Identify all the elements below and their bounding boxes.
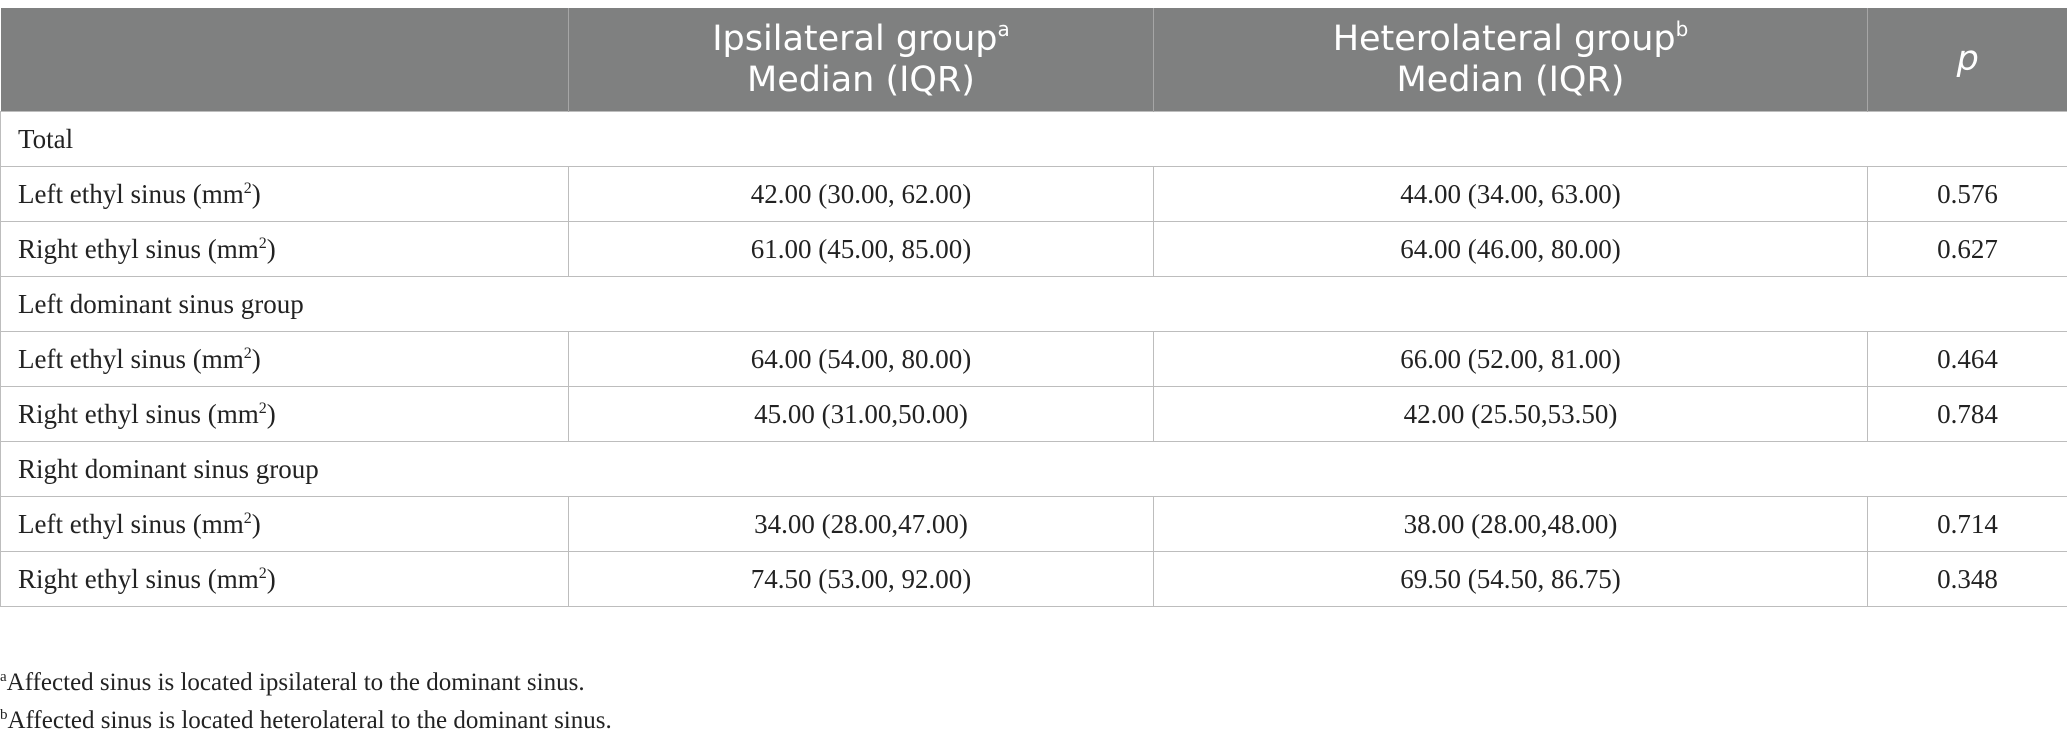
row-label-sup: 2 [243, 344, 252, 362]
heterolateral-value: 42.00 (25.50,53.50) [1153, 386, 1868, 442]
ipsilateral-value: 34.00 (28.00,47.00) [568, 496, 1154, 552]
footnote-b: bAffected sinus is located heterolateral… [0, 702, 612, 740]
p-value: 0.784 [1867, 386, 2067, 442]
row-label-end: ) [251, 508, 261, 539]
table-row: Left ethyl sinus (mm2) 34.00 (28.00,47.0… [0, 496, 2067, 552]
header-heterolateral-title: Heterolateral group [1332, 18, 1676, 59]
p-value: 0.714 [1867, 496, 2067, 552]
table-header-row: Ipsilateral groupa Median (IQR) Heterola… [0, 8, 2067, 112]
header-heterolateral: Heterolateral groupb Median (IQR) [1153, 8, 1868, 112]
table-row: Right ethyl sinus (mm2) 74.50 (53.00, 92… [0, 551, 2067, 607]
heterolateral-value: 38.00 (28.00,48.00) [1153, 496, 1868, 552]
row-label-text: Right ethyl sinus (mm [18, 398, 259, 429]
heterolateral-value: 66.00 (52.00, 81.00) [1153, 331, 1868, 387]
footnote-a: aAffected sinus is located ipsilateral t… [0, 664, 612, 702]
row-label-end: ) [266, 233, 276, 264]
results-table: Ipsilateral groupa Median (IQR) Heterola… [0, 8, 2067, 607]
table-row: Left ethyl sinus (mm2) 42.00 (30.00, 62.… [0, 166, 2067, 222]
row-label-sup: 2 [243, 179, 252, 197]
header-empty-cell [0, 8, 569, 112]
row-label-sup: 2 [243, 509, 252, 527]
table-row: Right ethyl sinus (mm2) 61.00 (45.00, 85… [0, 221, 2067, 277]
section-row-left-dominant: Left dominant sinus group [0, 276, 2067, 332]
row-label: Right ethyl sinus (mm2) [0, 551, 569, 607]
table-container: Ipsilateral groupa Median (IQR) Heterola… [0, 8, 2067, 607]
header-p-label: p [1956, 39, 1979, 79]
header-ipsilateral-sup: a [997, 16, 1010, 41]
heterolateral-value: 69.50 (54.50, 86.75) [1153, 551, 1868, 607]
ipsilateral-value: 45.00 (31.00,50.00) [568, 386, 1154, 442]
row-label-sup: 2 [258, 234, 267, 252]
p-value: 0.627 [1867, 221, 2067, 277]
section-title: Total [0, 111, 2067, 167]
footnote-text: Affected sinus is located heterolateral … [7, 707, 612, 734]
row-label-text: Left ethyl sinus (mm [18, 508, 244, 539]
row-label: Left ethyl sinus (mm2) [0, 331, 569, 387]
heterolateral-value: 64.00 (46.00, 80.00) [1153, 221, 1868, 277]
footnotes: aAffected sinus is located ipsilateral t… [0, 664, 612, 740]
table-row: Right ethyl sinus (mm2) 45.00 (31.00,50.… [0, 386, 2067, 442]
header-heterolateral-subtitle: Median (IQR) [1396, 59, 1625, 100]
row-label: Left ethyl sinus (mm2) [0, 166, 569, 222]
heterolateral-value: 44.00 (34.00, 63.00) [1153, 166, 1868, 222]
ipsilateral-value: 42.00 (30.00, 62.00) [568, 166, 1154, 222]
p-value: 0.464 [1867, 331, 2067, 387]
header-ipsilateral: Ipsilateral groupa Median (IQR) [568, 8, 1154, 112]
row-label-text: Right ethyl sinus (mm [18, 233, 259, 264]
ipsilateral-value: 74.50 (53.00, 92.00) [568, 551, 1154, 607]
header-heterolateral-sup: b [1675, 16, 1689, 41]
p-value: 0.576 [1867, 166, 2067, 222]
row-label: Left ethyl sinus (mm2) [0, 496, 569, 552]
table-row: Left ethyl sinus (mm2) 64.00 (54.00, 80.… [0, 331, 2067, 387]
row-label-end: ) [266, 563, 276, 594]
footnote-text: Affected sinus is located ipsilateral to… [6, 669, 585, 696]
row-label-text: Left ethyl sinus (mm [18, 178, 244, 209]
footnote-mark: b [0, 707, 8, 723]
section-row-total: Total [0, 111, 2067, 167]
row-label-end: ) [251, 343, 261, 374]
row-label-sup: 2 [258, 399, 267, 417]
row-label-text: Right ethyl sinus (mm [18, 563, 259, 594]
ipsilateral-value: 61.00 (45.00, 85.00) [568, 221, 1154, 277]
section-title: Left dominant sinus group [0, 276, 2067, 332]
section-title: Right dominant sinus group [0, 441, 2067, 497]
header-ipsilateral-title: Ipsilateral group [712, 18, 998, 59]
row-label-sup: 2 [258, 564, 267, 582]
row-label-end: ) [251, 178, 261, 209]
row-label: Right ethyl sinus (mm2) [0, 386, 569, 442]
header-p-value: p [1867, 8, 2067, 112]
footnote-mark: a [0, 669, 7, 685]
row-label-end: ) [266, 398, 276, 429]
row-label-text: Left ethyl sinus (mm [18, 343, 244, 374]
section-row-right-dominant: Right dominant sinus group [0, 441, 2067, 497]
row-label: Right ethyl sinus (mm2) [0, 221, 569, 277]
ipsilateral-value: 64.00 (54.00, 80.00) [568, 331, 1154, 387]
header-ipsilateral-subtitle: Median (IQR) [747, 59, 975, 100]
p-value: 0.348 [1867, 551, 2067, 607]
